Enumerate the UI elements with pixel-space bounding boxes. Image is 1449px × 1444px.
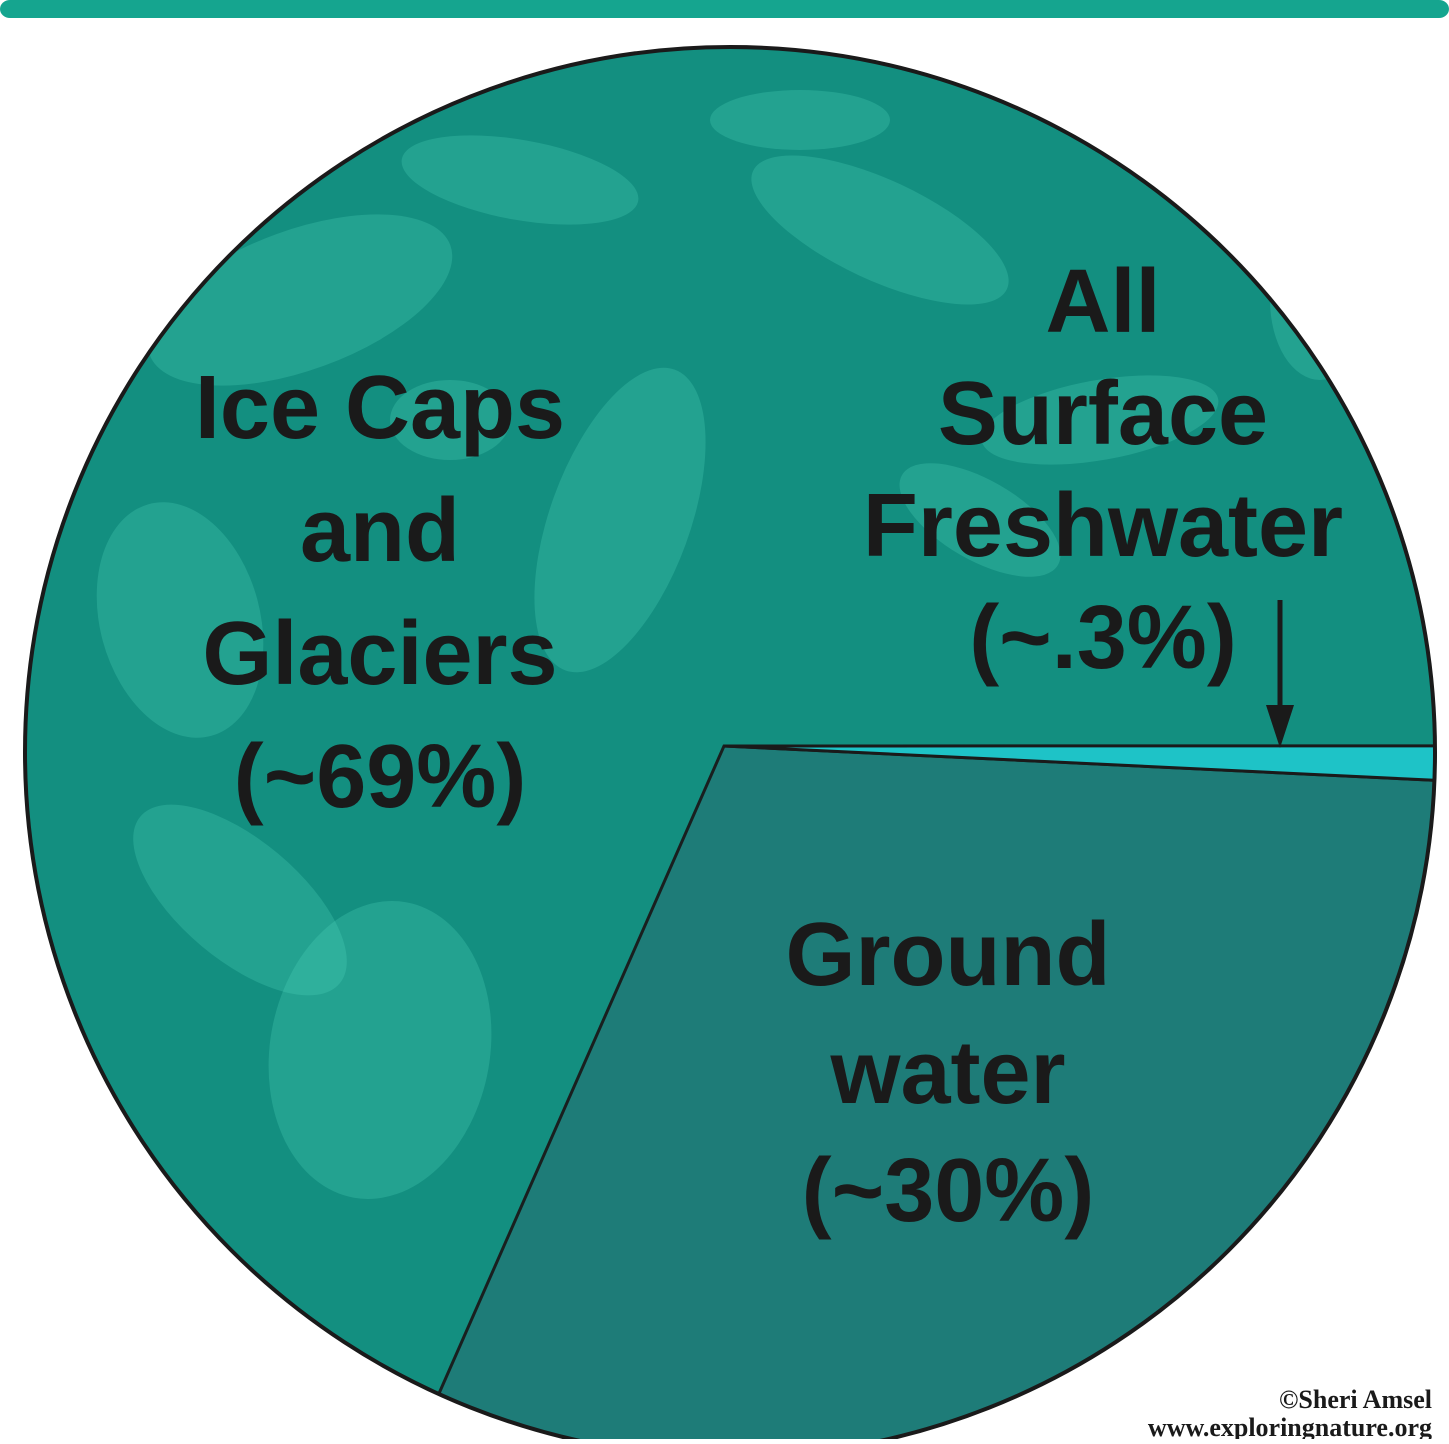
texture-blob (899, 463, 1061, 577)
texture-blob (268, 901, 492, 1199)
ice-caps-label-line: Ice Caps (195, 358, 565, 458)
ice-caps-label-line: and (300, 481, 460, 581)
surface-freshwater-label-line: Freshwater (863, 476, 1343, 576)
groundwater-label-line: (~30%) (802, 1141, 1095, 1241)
texture-blob (96, 502, 264, 738)
surface-freshwater-arrow (1266, 600, 1294, 748)
groundwater-label-line: water (829, 1023, 1065, 1123)
groundwater-label-line: Ground (786, 905, 1111, 1005)
credit-author: ©Sheri Amsel (1279, 1385, 1432, 1414)
credit-website: www.exploringnature.org (1148, 1413, 1432, 1439)
top-accent-bar (0, 0, 1449, 18)
pie-outline (23, 45, 1437, 1444)
surface-freshwater-label-line: Surface (938, 364, 1268, 464)
surface-freshwater-label-line: All (1045, 252, 1160, 352)
texture-blob (1270, 220, 1370, 380)
surface-freshwater-label-line: (~.3%) (969, 588, 1237, 688)
texture-blob (534, 367, 706, 673)
texture-blob (981, 375, 1219, 465)
texture-blob (401, 135, 639, 225)
texture-blob (133, 804, 347, 996)
texture-blob (390, 380, 510, 460)
ice-caps-label-line: Glaciers (202, 604, 557, 704)
slice-labels: Ice Caps and Glaciers (~69%) All Surface Fresh… (195, 252, 1343, 1241)
ice-caps-label-line: (~69%) (234, 727, 527, 827)
texture-blob (751, 155, 1009, 305)
texture-blob (710, 90, 890, 150)
texture-blob (147, 214, 453, 386)
